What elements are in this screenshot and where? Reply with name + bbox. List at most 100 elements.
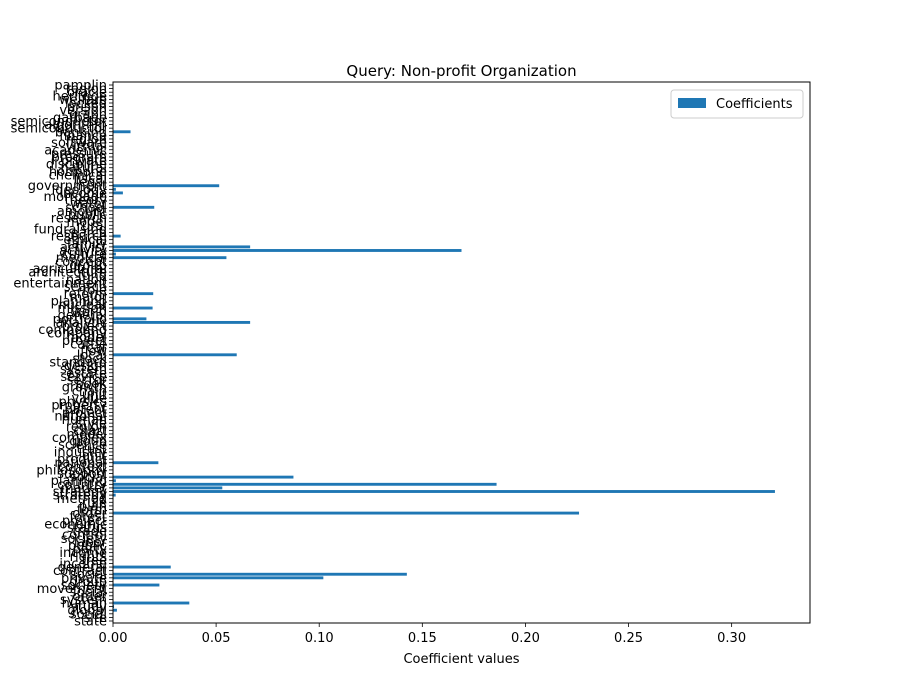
y-tick-label: book (75, 377, 107, 392)
y-tick-label: social (70, 586, 107, 601)
y-tick-label: income (59, 186, 107, 201)
y-tick-label: trust (76, 442, 107, 457)
y-tick-label: program (52, 150, 108, 165)
bar (113, 479, 116, 483)
y-tick-label: chemical (49, 168, 107, 183)
y-tick-label: water (70, 197, 108, 212)
y-tick-label: medical (56, 251, 107, 266)
bar (113, 490, 775, 493)
y-tick-label: movement (37, 582, 107, 597)
y-tick-label: physics (59, 395, 108, 410)
y-tick-label: model (67, 427, 107, 442)
y-tick-label: public (68, 208, 107, 223)
legend-label: Coefficients (716, 97, 793, 112)
y-tick-label: discipline (46, 158, 107, 173)
y-tick-label: project (62, 334, 107, 349)
bar (113, 493, 116, 497)
bar (113, 205, 155, 209)
bar (113, 184, 220, 188)
bar (113, 245, 251, 249)
y-tick-label: complex (52, 431, 107, 446)
x-tick-label: 0.05 (202, 631, 231, 646)
y-tick-label: mortgage (43, 190, 107, 205)
x-tick-label: 0.15 (408, 631, 437, 646)
y-tick-label: portfolio (53, 312, 107, 327)
y-tick-label: entertainment (13, 276, 107, 291)
y-tick-label: finance (59, 129, 107, 144)
y-tick-label: plan (79, 499, 107, 514)
y-tick-label: planning (51, 474, 107, 489)
x-tick-labels: 0.00 0.05 0.10 0.15 0.20 0.25 0.30 (99, 623, 746, 646)
y-tick-label: school (65, 201, 107, 216)
bar (113, 252, 116, 256)
y-tick-label: amount (57, 204, 107, 219)
y-tick-label: rights (70, 550, 108, 565)
y-tick-label: system (60, 593, 107, 608)
y-tick-label: science (58, 438, 107, 453)
y-tick-label: group (69, 575, 107, 590)
bar (113, 292, 154, 296)
y-tick-label: cattle (70, 338, 107, 353)
y-tick-label: society (61, 579, 108, 594)
y-tick-label: planning (51, 294, 107, 309)
y-tick-label: region (66, 420, 107, 435)
y-tick-label: public (68, 539, 107, 554)
y-tick-label: government (28, 179, 107, 194)
y-tick-label: standard (49, 355, 107, 370)
y-tick-label: virtual (65, 140, 107, 155)
y-tick-label: design (64, 359, 107, 374)
y-tick-label: patent (64, 402, 107, 417)
y-tick-label: theory (65, 194, 108, 209)
y-tick-label: software (51, 136, 107, 151)
y-tick-label: private (61, 571, 107, 586)
bar (113, 572, 407, 576)
y-tick-label: legal (76, 176, 107, 191)
y-tick-label: order (72, 507, 107, 522)
y-tick-label: algorithm (44, 118, 107, 133)
y-tick-label: model (67, 330, 107, 345)
y-tick-label: country (57, 478, 107, 493)
x-tick-label: 0.25 (614, 631, 643, 646)
bar (113, 461, 159, 465)
y-tick-label: chart (73, 424, 107, 439)
y-tick-label: unit (82, 388, 107, 403)
y-tick-label: world (71, 305, 107, 320)
bar (113, 249, 462, 252)
y-tick-label: flow (80, 345, 107, 360)
y-tick-label: analytic (56, 316, 107, 331)
y-tick-label: economic (44, 517, 107, 532)
y-tick-label: strategy (53, 489, 108, 504)
y-tick-label: contract (53, 564, 107, 579)
y-tick-label: group (69, 258, 107, 273)
bar (113, 482, 497, 486)
y-tick-label: nation (66, 273, 107, 288)
y-tick-label: role (82, 284, 107, 299)
bar (113, 320, 251, 324)
y-tick-label: mission (57, 302, 107, 317)
y-tick-label: forest (70, 510, 107, 525)
y-tick-label: resource (51, 230, 107, 245)
y-tick-label: service (60, 370, 107, 385)
y-tick-label: income (59, 546, 107, 561)
y-tick-label: sector (67, 373, 108, 388)
y-tick-label: culture (62, 248, 107, 263)
y-tick-label: chain (72, 384, 107, 399)
y-tick-label: prison (67, 100, 107, 115)
y-tick-label: support (57, 467, 107, 482)
legend-swatch (678, 98, 706, 108)
bar (113, 486, 223, 490)
x-tick-label: 0.00 (99, 631, 128, 646)
bar (113, 130, 131, 134)
y-tick-label: project (62, 320, 107, 335)
y-tick-label: labor (74, 535, 108, 550)
y-tick-label: control (62, 528, 107, 543)
chart-title: Query: Non-profit Organization (346, 62, 576, 80)
y-tick-label: search (64, 226, 107, 241)
y-tick-label: site (84, 611, 107, 626)
y-tick-label: global (67, 604, 107, 619)
y-tick-label: concept (55, 255, 107, 270)
y-tick-label: context (58, 460, 107, 475)
y-tick-label: social (70, 568, 107, 583)
y-tick-label: unit (82, 449, 107, 464)
y-tick-label: ethical (63, 233, 107, 248)
